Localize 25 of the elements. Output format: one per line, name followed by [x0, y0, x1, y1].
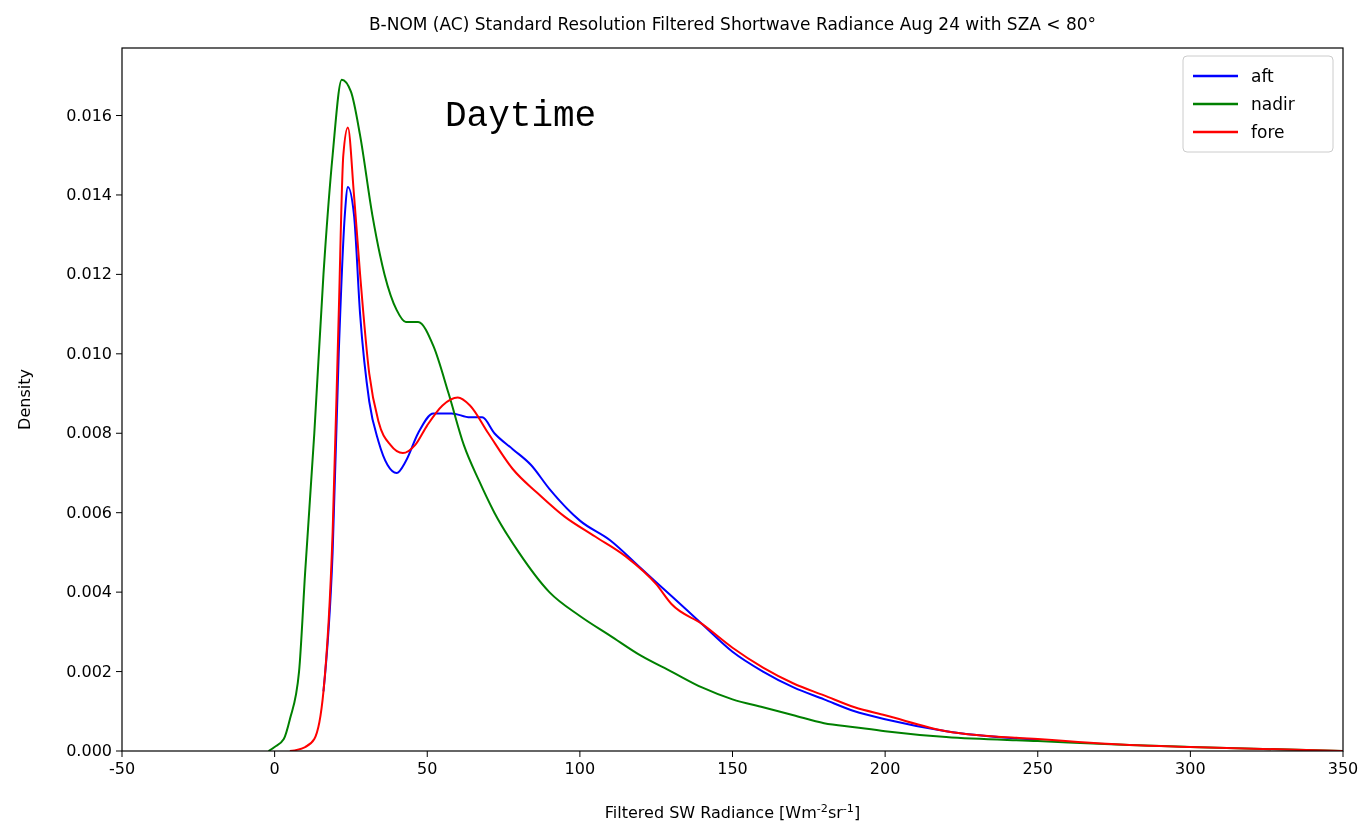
- y-tick-label: 0.004: [66, 582, 112, 602]
- y-tick-label: 0.002: [66, 661, 112, 681]
- x-tick-label: 50: [417, 759, 438, 778]
- y-tick-label: 0.006: [66, 502, 112, 522]
- y-tick-label: 0.010: [66, 343, 112, 363]
- y-tick-label: 0.008: [66, 423, 112, 443]
- x-tick-label: -50: [108, 759, 136, 778]
- y-axis-title: Density: [15, 369, 34, 430]
- y-tick-label: 0.012: [66, 264, 112, 284]
- chart-title: B-NOM (AC) Standard Resolution Filtered Shortwave Radiance Aug 24 with SZA < 80°: [368, 14, 1097, 34]
- annotation: Daytime: [445, 96, 597, 137]
- x-tick-label: 250: [1022, 759, 1054, 778]
- legend-label: fore: [1251, 122, 1285, 142]
- y-tick-label: 0.014: [66, 184, 112, 204]
- y-tick-label: 0.016: [66, 105, 112, 125]
- legend-label: nadir: [1251, 94, 1295, 114]
- x-tick-label: 300: [1175, 759, 1206, 778]
- legend-label: aft: [1251, 66, 1275, 86]
- x-tick-label: 200: [869, 759, 901, 778]
- x-tick-label: 150: [717, 759, 748, 778]
- x-tick-label: 100: [564, 759, 596, 778]
- x-tick-label: 350: [1327, 759, 1359, 778]
- y-tick-label: 0.000: [66, 741, 112, 760]
- x-axis-title: Filtered SW Radiance [Wm$^{-2}$sr$^{-1}$]: [604, 801, 861, 822]
- x-tick-label: 0: [269, 759, 280, 778]
